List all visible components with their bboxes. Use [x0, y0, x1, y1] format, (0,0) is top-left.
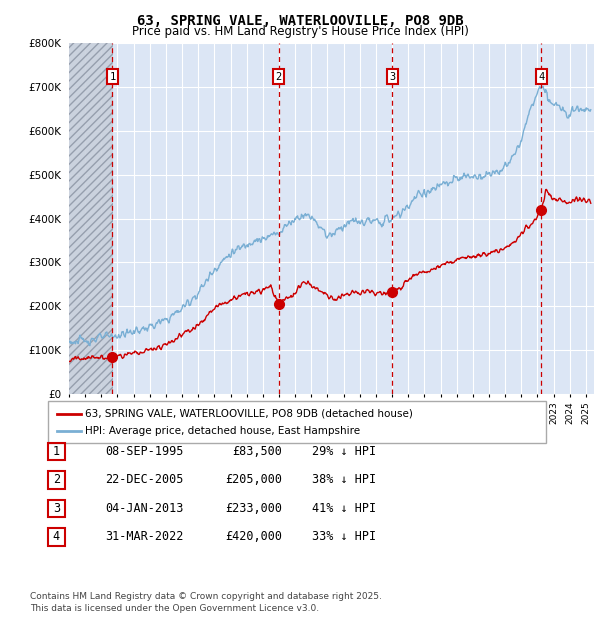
Text: HPI: Average price, detached house, East Hampshire: HPI: Average price, detached house, East… [85, 427, 361, 436]
Text: Contains HM Land Registry data © Crown copyright and database right 2025.: Contains HM Land Registry data © Crown c… [30, 592, 382, 601]
Text: £420,000: £420,000 [225, 531, 282, 543]
Text: 31-MAR-2022: 31-MAR-2022 [105, 531, 184, 543]
Text: 2: 2 [53, 474, 60, 486]
Text: £83,500: £83,500 [232, 445, 282, 458]
Text: 63, SPRING VALE, WATERLOOVILLE, PO8 9DB: 63, SPRING VALE, WATERLOOVILLE, PO8 9DB [137, 14, 463, 28]
Text: 04-JAN-2013: 04-JAN-2013 [105, 502, 184, 515]
Text: 1: 1 [53, 445, 60, 458]
Bar [69, 43, 113, 394]
Text: 41% ↓ HPI: 41% ↓ HPI [312, 502, 376, 515]
Text: 08-SEP-1995: 08-SEP-1995 [105, 445, 184, 458]
Text: 4: 4 [538, 72, 545, 82]
Text: 3: 3 [53, 502, 60, 515]
Text: 63, SPRING VALE, WATERLOOVILLE, PO8 9DB (detached house): 63, SPRING VALE, WATERLOOVILLE, PO8 9DB … [85, 409, 413, 419]
Text: 3: 3 [389, 72, 395, 82]
Text: 1: 1 [109, 72, 116, 82]
Text: 22-DEC-2005: 22-DEC-2005 [105, 474, 184, 486]
Text: 29% ↓ HPI: 29% ↓ HPI [312, 445, 376, 458]
Text: Price paid vs. HM Land Registry's House Price Index (HPI): Price paid vs. HM Land Registry's House … [131, 25, 469, 38]
Text: £205,000: £205,000 [225, 474, 282, 486]
Text: 33% ↓ HPI: 33% ↓ HPI [312, 531, 376, 543]
Text: £233,000: £233,000 [225, 502, 282, 515]
Text: 4: 4 [53, 531, 60, 543]
Text: 2: 2 [275, 72, 282, 82]
Text: 38% ↓ HPI: 38% ↓ HPI [312, 474, 376, 486]
Text: This data is licensed under the Open Government Licence v3.0.: This data is licensed under the Open Gov… [30, 603, 319, 613]
